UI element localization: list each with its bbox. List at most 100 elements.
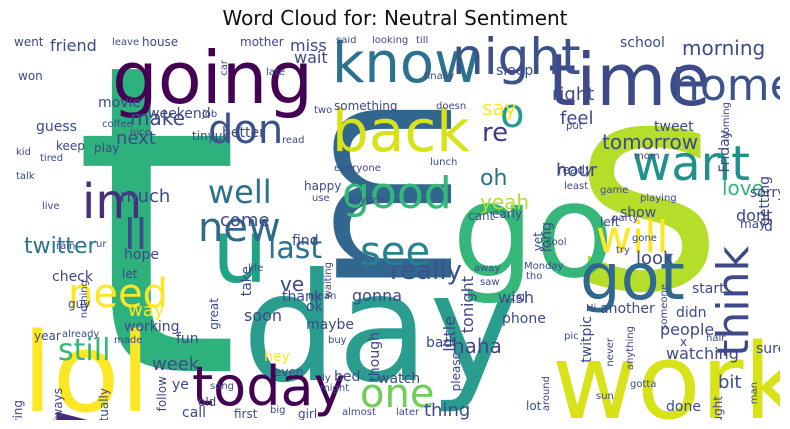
word-gone: gone — [632, 233, 657, 244]
word-big: big — [270, 405, 286, 416]
word-way: way — [128, 300, 165, 321]
word-coming: coming — [721, 102, 732, 139]
word-work: work — [552, 321, 780, 420]
word-man: man — [749, 382, 760, 405]
word-day: day — [242, 242, 518, 416]
word-come: come — [220, 210, 270, 231]
word-said: said — [336, 36, 357, 46]
word-yeah: yeah — [480, 190, 530, 214]
word-cloud: tsmdaynowworklolgoutimegoingknowgotbackn… — [12, 36, 780, 420]
word-tinyurl: tinyurl — [192, 129, 231, 143]
word-cool: cool — [546, 237, 567, 248]
word-better: better — [222, 125, 265, 141]
word-early: early — [492, 207, 523, 221]
word-last: last — [268, 231, 323, 266]
word-monday: Monday — [524, 261, 564, 272]
word-find: find — [292, 233, 319, 249]
word-right: right — [552, 84, 595, 105]
word-someone: someone — [659, 284, 670, 330]
word-let: let — [122, 267, 138, 281]
word-today: today — [192, 355, 346, 418]
word-mean: mean — [308, 291, 337, 302]
word-happy: happy — [304, 179, 342, 193]
word-try: try — [616, 245, 630, 256]
word-oh: oh — [480, 166, 508, 191]
word-d: d — [764, 219, 773, 235]
word-trying: trying — [12, 400, 25, 420]
word-gonna: gonna — [352, 286, 403, 305]
word-hey: hey — [264, 349, 290, 365]
word-show: show — [620, 205, 657, 221]
word-song: song — [210, 381, 235, 392]
word-doesn: doesn — [436, 101, 467, 112]
word-tomorrow: tomorrow — [602, 130, 699, 154]
word-almost: almost — [342, 407, 376, 418]
word-looking: looking — [372, 36, 409, 46]
word-mother: mother — [240, 36, 284, 49]
word-use: use — [312, 193, 330, 204]
word-back: back — [332, 97, 470, 165]
word-ye: ye — [172, 377, 189, 393]
word-later: later — [396, 407, 420, 418]
word-time: time — [548, 38, 711, 122]
word-sleep: sleep — [496, 63, 534, 79]
word-talk: talk — [16, 171, 35, 182]
word-u: u — [212, 200, 268, 303]
word-ready: ready — [558, 163, 593, 177]
word-see: see — [360, 229, 431, 275]
word-watching: watching — [666, 344, 739, 363]
word-sun: sun — [596, 391, 614, 402]
word-soon: soon — [244, 306, 283, 325]
word-twitpic: twitpic — [579, 316, 595, 363]
word-playing: playing — [640, 193, 677, 204]
word-follow: follow — [155, 376, 169, 412]
word-leave: leave — [112, 37, 140, 48]
word-wish: wish — [498, 288, 535, 307]
word-nice: nice — [130, 127, 151, 138]
word-old: old — [198, 395, 217, 409]
word-didn: didn — [676, 305, 707, 321]
word-least: least — [564, 181, 589, 192]
word-something: something — [334, 99, 398, 113]
word-school: school — [620, 36, 665, 51]
word-hope: hope — [124, 247, 159, 263]
word-o: o — [500, 91, 525, 137]
word-friend: friend — [50, 36, 97, 55]
word-ok: ok — [306, 299, 323, 315]
word-actually: actually — [97, 388, 111, 420]
word-love: love — [722, 176, 764, 200]
word-another: another — [600, 301, 655, 317]
word-around: around — [541, 376, 552, 412]
word-go: go — [452, 155, 615, 307]
word-already: already — [62, 329, 100, 340]
word-late: late — [266, 67, 285, 78]
word-working: working — [124, 319, 180, 335]
word-new: new — [198, 205, 281, 251]
word-tired: tired — [40, 153, 64, 164]
word-life: life — [248, 263, 264, 274]
word-bad: bad — [426, 335, 453, 351]
word-left: left — [600, 215, 620, 229]
word-look: look — [636, 248, 674, 269]
word-well: well — [208, 173, 272, 211]
word-feel: feel — [560, 108, 594, 129]
chart-title: Word Cloud for: Neutral Sentiment — [222, 6, 568, 30]
word-wait: wait — [294, 48, 328, 67]
word-saw: saw — [480, 277, 500, 288]
word-guess: guess — [36, 119, 77, 135]
word-tonight: tonight — [458, 276, 477, 334]
word-everyone: everyone — [334, 163, 381, 174]
word-haha: haha — [452, 334, 502, 358]
word-job: job — [202, 109, 218, 120]
word-need: need — [68, 271, 168, 317]
word-done: done — [666, 399, 701, 415]
word-t: t — [72, 36, 241, 420]
word-party: party — [612, 213, 639, 224]
word-never: never — [605, 338, 616, 367]
word-re: re — [482, 118, 509, 148]
word-really: really — [390, 256, 462, 286]
word-ly: ly — [322, 373, 331, 384]
word-thought: thought — [711, 396, 725, 420]
word-won: won — [18, 69, 43, 83]
word-went: went — [14, 36, 44, 49]
